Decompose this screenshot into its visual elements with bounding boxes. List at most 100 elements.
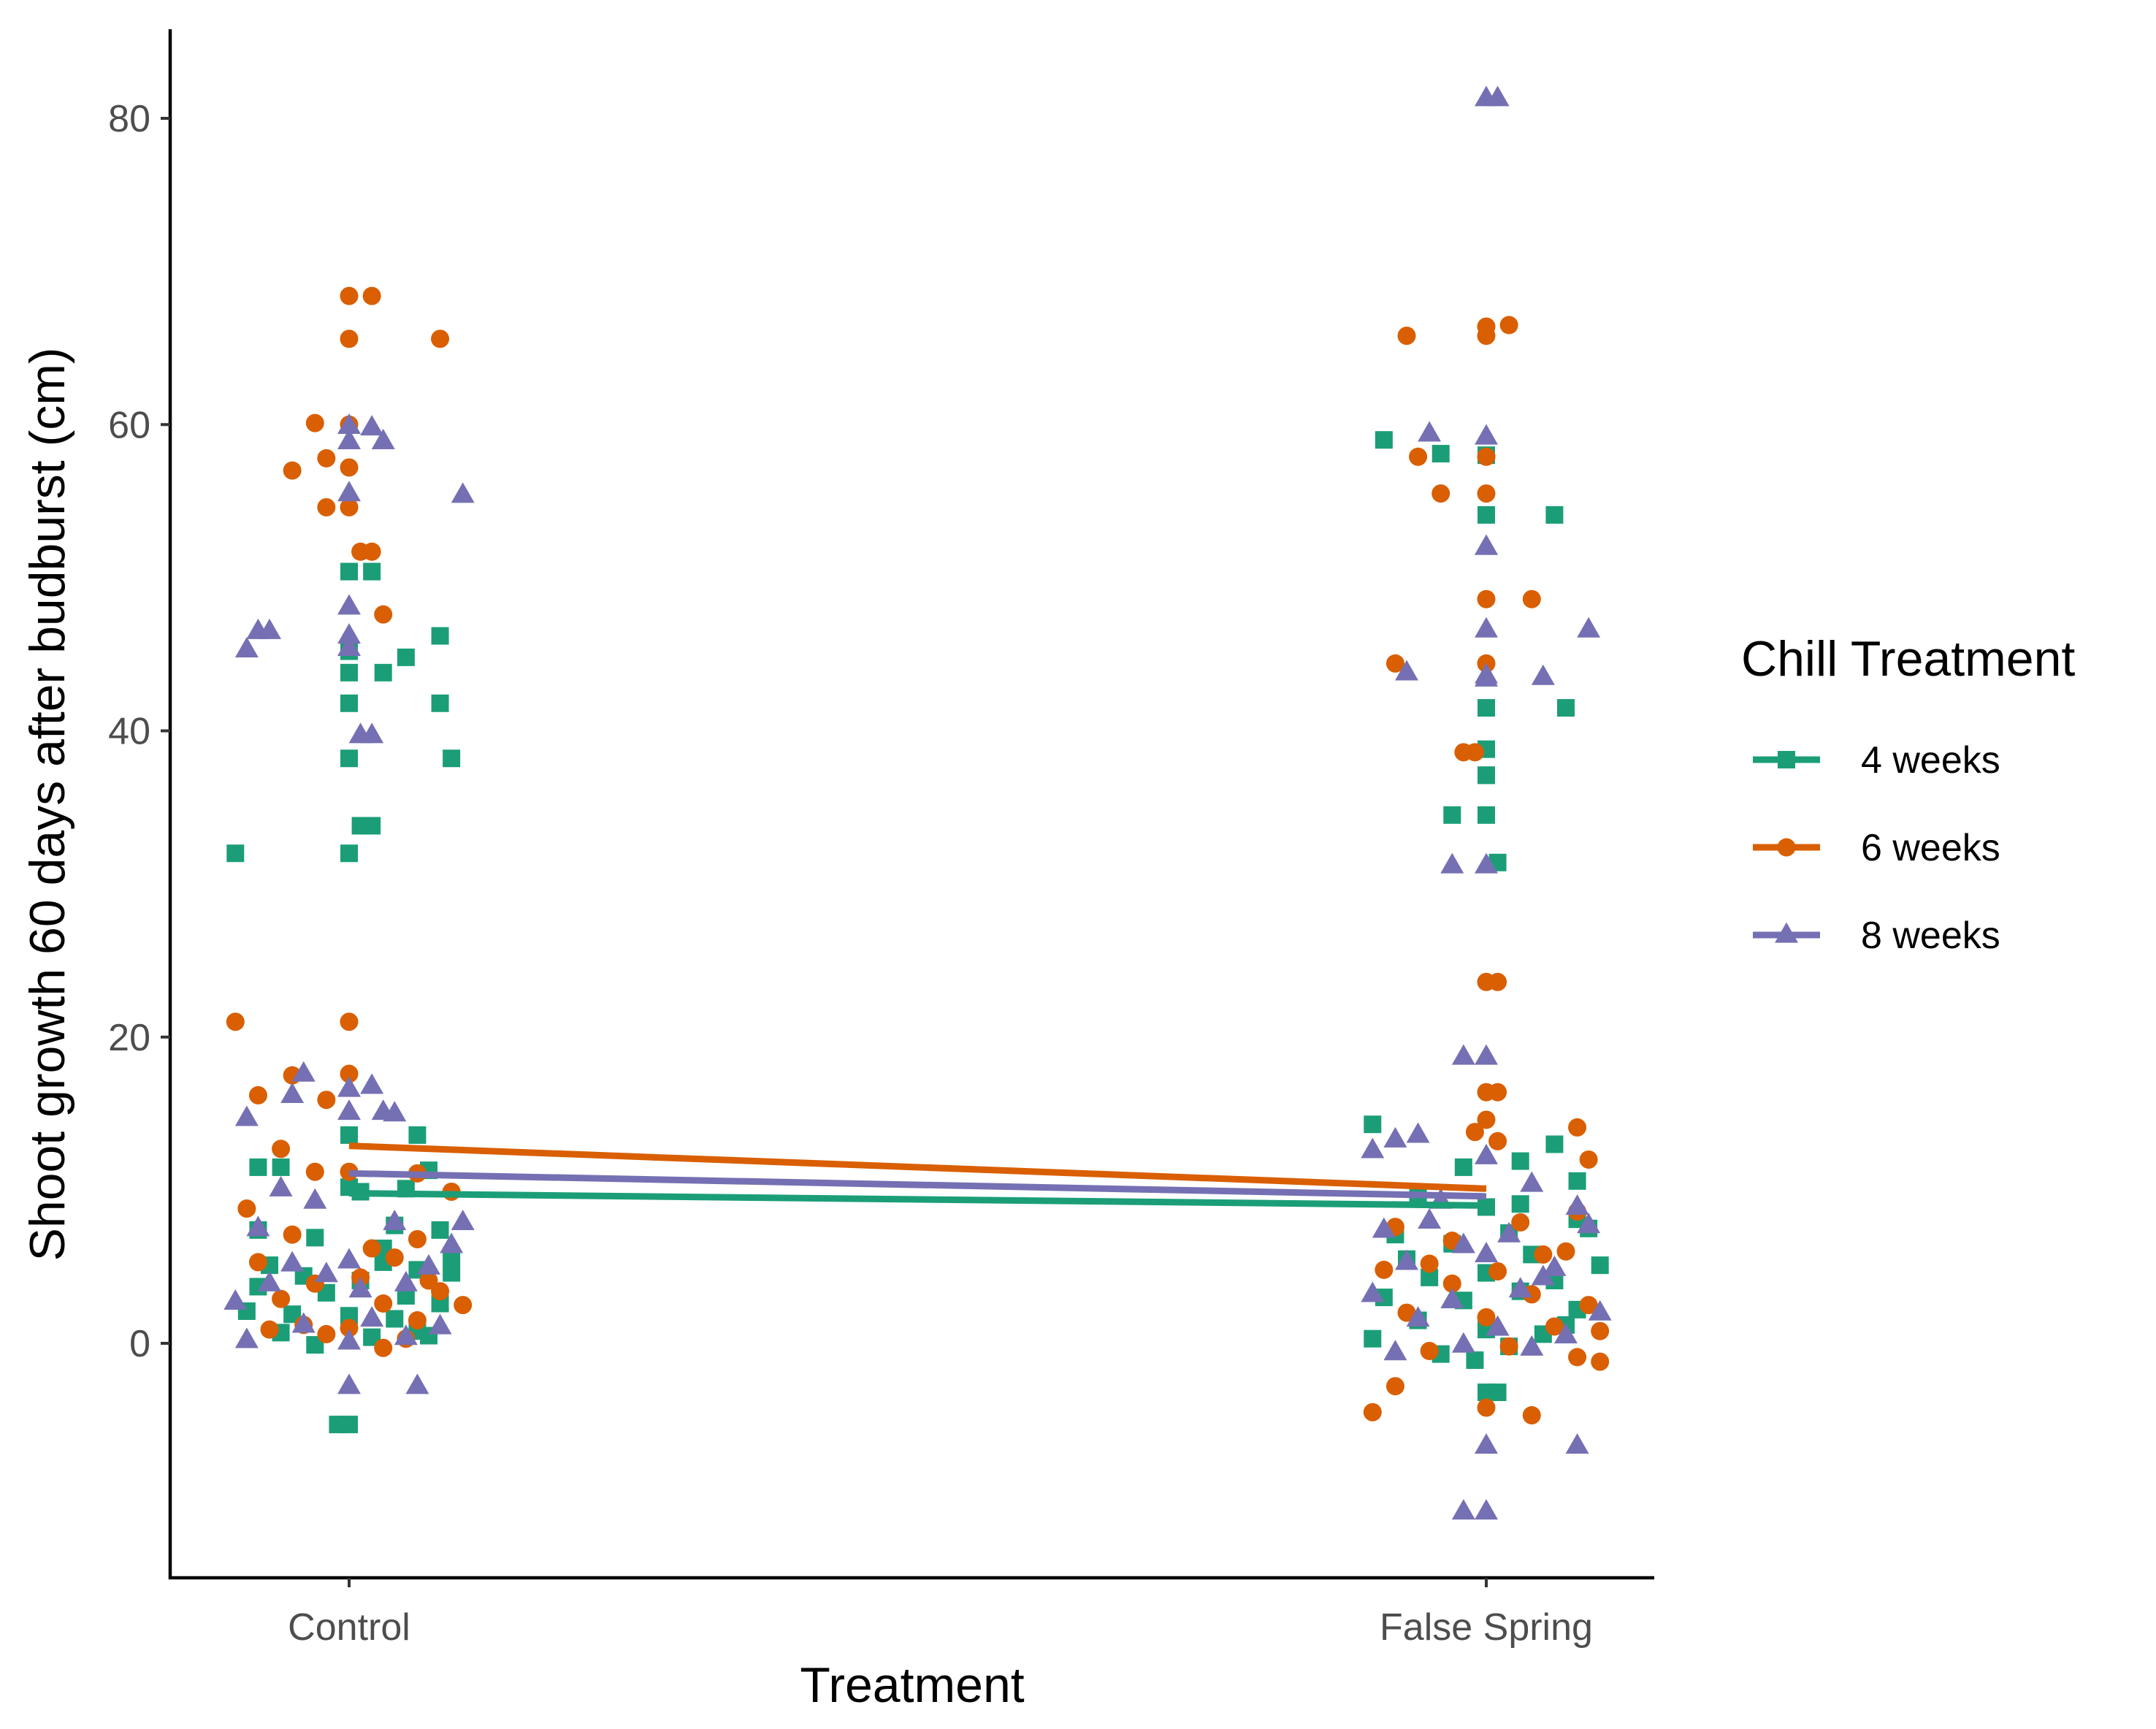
data-point: [1475, 424, 1498, 445]
data-point: [1440, 1287, 1464, 1308]
data-point: [1497, 1221, 1521, 1243]
data-point: [340, 1318, 359, 1337]
data-point: [1522, 1406, 1541, 1425]
legend-label: 8 weeks: [1861, 915, 2000, 957]
data-point: [337, 1099, 361, 1121]
data-point: [408, 1126, 427, 1144]
data-point: [1443, 806, 1461, 824]
data-point: [1395, 1249, 1419, 1270]
data-point: [223, 1289, 248, 1310]
data-point: [1475, 1433, 1498, 1454]
data-point: [431, 329, 450, 348]
data-point: [340, 562, 358, 581]
data-point: [454, 1296, 473, 1315]
data-point: [360, 415, 384, 436]
data-point: [1511, 1152, 1529, 1170]
data-point: [1477, 327, 1496, 346]
legend-label: 4 weeks: [1861, 739, 2000, 782]
series-points-8-weeks: [223, 85, 1612, 1520]
y-tick-label: 40: [108, 711, 150, 753]
data-point: [1418, 421, 1442, 442]
legend-item: 6 weeks: [1753, 827, 2000, 869]
data-point: [1477, 589, 1496, 608]
data-point: [258, 618, 282, 639]
data-point: [374, 1338, 393, 1357]
data-point: [317, 1324, 336, 1343]
data-point: [1451, 1499, 1475, 1520]
data-point: [1488, 1383, 1507, 1402]
data-point: [1364, 1329, 1382, 1348]
data-point: [1556, 1242, 1575, 1261]
data-point: [1591, 1352, 1610, 1371]
data-point: [1478, 505, 1495, 524]
data-point: [1588, 1299, 1612, 1321]
data-point: [1475, 1499, 1498, 1520]
data-point: [405, 1373, 429, 1394]
data-point: [1451, 1044, 1475, 1065]
data-point: [1543, 1255, 1567, 1276]
data-point: [360, 722, 384, 744]
y-axis-title: Shoot growth 60 days after budburst (cm): [20, 347, 75, 1261]
data-point: [1475, 617, 1498, 638]
ticks: 0 20 40 60 80 Control False Spring: [108, 98, 1593, 1649]
data-point: [272, 1289, 291, 1308]
data-point: [431, 1282, 450, 1301]
data-point: [305, 413, 324, 432]
data-point: [1361, 1281, 1385, 1302]
data-point: [1568, 1348, 1587, 1367]
data-point: [394, 1324, 418, 1346]
data-point: [1361, 1137, 1385, 1159]
data-point: [1475, 1242, 1498, 1263]
data-point: [374, 605, 393, 624]
data-point: [340, 844, 358, 863]
data-point: [431, 694, 449, 712]
data-point: [431, 1221, 449, 1239]
data-point: [337, 1373, 361, 1394]
legend-key-marker: [1778, 751, 1795, 768]
data-point: [363, 562, 381, 581]
data-point: [269, 1175, 293, 1196]
data-point: [408, 1229, 427, 1248]
data-point: [1511, 1195, 1529, 1213]
data-point: [1475, 1044, 1498, 1065]
data-point: [1431, 445, 1450, 463]
data-point: [1409, 447, 1428, 466]
data-point: [431, 627, 449, 645]
data-point: [1488, 972, 1507, 991]
data-point: [226, 1012, 245, 1031]
data-point: [1579, 1296, 1598, 1315]
data-point: [1477, 1110, 1496, 1129]
data-point: [374, 1294, 393, 1313]
data-point: [451, 482, 475, 503]
data-point: [1475, 534, 1498, 555]
legend: Chill Treatment 4 weeks 6 weeks 8 weeks: [1741, 631, 2075, 957]
data-point: [249, 1158, 267, 1176]
data-point: [419, 1271, 438, 1290]
data-point: [340, 497, 359, 516]
data-point: [337, 594, 361, 615]
data-point: [283, 1225, 302, 1244]
data-point: [280, 1083, 305, 1104]
data-point: [374, 663, 392, 682]
legend-title: Chill Treatment: [1741, 631, 2075, 687]
data-point: [1364, 1115, 1382, 1134]
data-point: [1385, 1377, 1404, 1396]
data-point: [1488, 1083, 1507, 1102]
data-point: [260, 1320, 279, 1339]
data-point: [1465, 1123, 1484, 1142]
data-point: [1591, 1256, 1609, 1275]
data-point: [337, 413, 361, 434]
data-point: [1418, 1207, 1442, 1229]
data-point: [348, 1277, 372, 1298]
data-point: [1488, 1131, 1507, 1150]
data-point: [1383, 1340, 1407, 1361]
data-point: [1565, 1433, 1589, 1454]
data-point: [362, 1239, 381, 1258]
data-point: [1475, 1143, 1498, 1164]
data-point: [1531, 664, 1555, 685]
data-point: [1465, 743, 1484, 762]
data-point: [360, 1306, 384, 1327]
data-point: [317, 1091, 336, 1110]
data-point: [443, 749, 461, 768]
data-point: [317, 449, 336, 467]
